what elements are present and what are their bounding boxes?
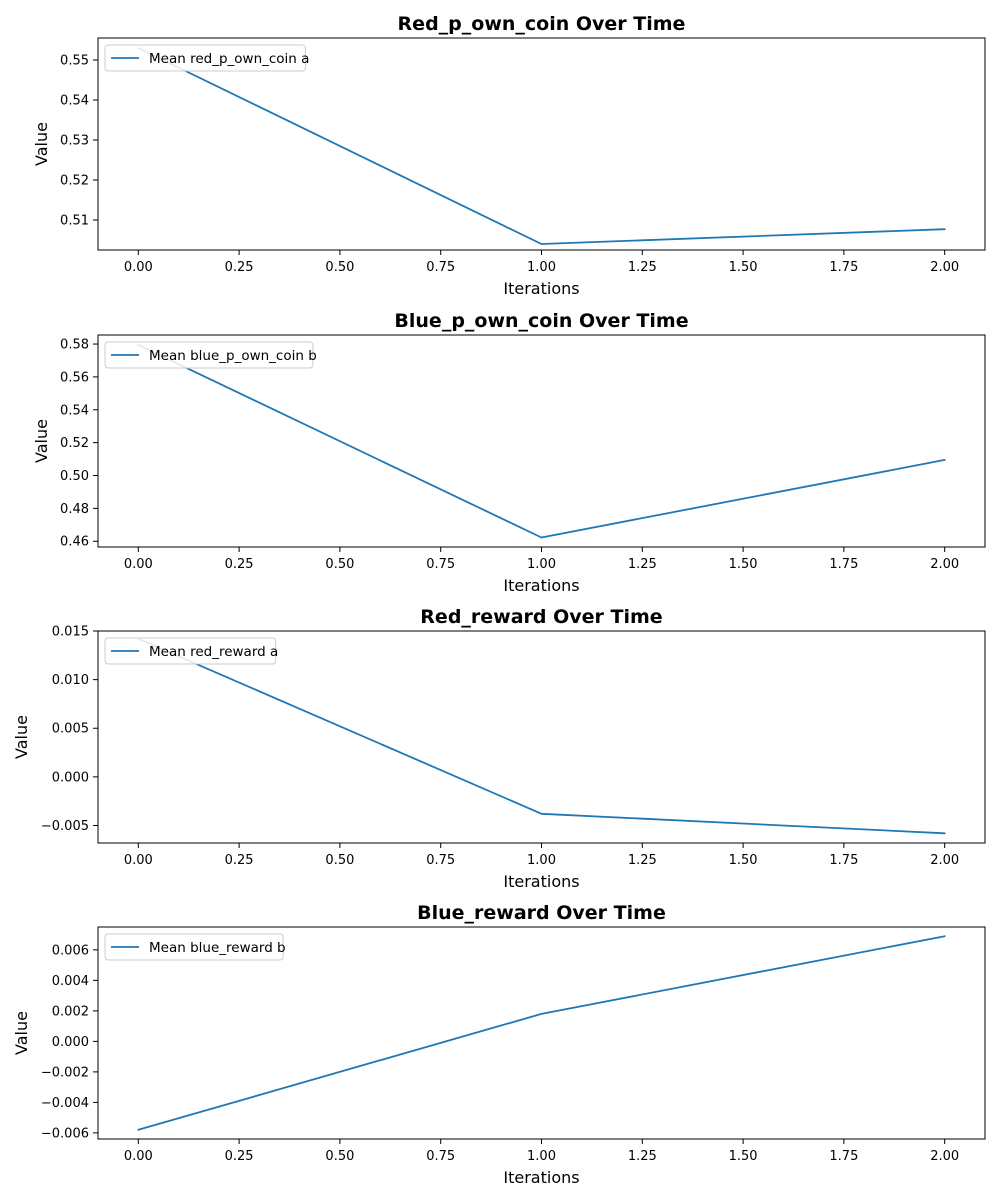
y-tick-label: 0.54 [60, 94, 89, 109]
series-line [137, 637, 946, 835]
legend-label: Mean blue_p_own_coin b [149, 348, 317, 364]
x-tick-label: 0.25 [225, 557, 254, 572]
legend-box [104, 933, 284, 961]
x-tick-label: 1.00 [527, 557, 556, 572]
x-tick-label: 1.00 [527, 853, 556, 868]
x-axis-label: Iterations [503, 872, 579, 891]
y-tick-label: 0.46 [60, 535, 89, 550]
x-tick-label: 0.00 [124, 853, 153, 868]
y-tick-label: 0.48 [60, 502, 89, 517]
chart-panel-2: Blue_p_own_coin Over Time 0.00 0.25 0.50 0.7… [32, 310, 986, 595]
x-tick-label: 0.25 [225, 1149, 254, 1164]
plot-frame [97, 630, 986, 844]
x-tick-label: 1.25 [628, 557, 657, 572]
x-tick-label: 0.50 [325, 853, 354, 868]
x-tick-label: 0.50 [325, 557, 354, 572]
x-tick-label: 0.75 [426, 1149, 455, 1164]
y-tick-label: −0.006 [41, 1126, 89, 1141]
x-tick-label: 1.75 [829, 853, 858, 868]
y-tick-label: 0.54 [60, 403, 89, 418]
plot-frame [97, 926, 986, 1140]
x-tick-label: 1.75 [829, 1149, 858, 1164]
x-tick-label: 0.25 [225, 853, 254, 868]
chart-title: Blue_reward Over Time [417, 902, 666, 924]
x-tick-label: 1.25 [628, 1149, 657, 1164]
legend-label: Mean red_p_own_coin a [149, 51, 309, 67]
y-tick-label: 0.015 [52, 625, 89, 640]
x-tick-label: 1.00 [527, 1149, 556, 1164]
chart-panel-4: Blue_reward Over Time 0.00 0.25 0.50 0.75 1.0… [12, 902, 986, 1187]
chart-panel-3: Red_reward Over Time 0.00 0.25 0.50 0.75 1.00… [12, 606, 986, 891]
x-tick-label: 1.75 [829, 260, 858, 275]
x-tick-label: 0.00 [124, 557, 153, 572]
x-tick-label: 0.50 [325, 260, 354, 275]
y-tick-label: 0.006 [52, 943, 89, 958]
legend-box [104, 637, 277, 665]
legend-box [104, 341, 314, 369]
y-tick-label: 0.50 [60, 469, 89, 484]
x-tick-label: 1.50 [729, 557, 758, 572]
legend-label: Mean blue_reward b [149, 940, 286, 956]
legend: Mean blue_reward b [104, 933, 286, 961]
y-tick-label: −0.002 [41, 1065, 89, 1080]
legend-box [104, 44, 306, 72]
x-tick-label: 1.50 [729, 853, 758, 868]
y-tick-label: 0.52 [60, 174, 89, 189]
y-tick-label: 0.010 [52, 673, 89, 688]
series-line [137, 343, 946, 539]
chart-title: Red_reward Over Time [420, 606, 662, 628]
plot-frame [97, 37, 986, 251]
y-tick-label: 0.55 [60, 54, 89, 69]
y-tick-label: 0.51 [60, 214, 89, 229]
plot-frame [97, 334, 986, 548]
x-tick-label: 1.75 [829, 557, 858, 572]
y-tick-label: 0.52 [60, 436, 89, 451]
x-tick-label: 1.00 [527, 260, 556, 275]
y-tick-label: −0.005 [41, 819, 89, 834]
y-axis-label: Value [12, 715, 31, 759]
y-tick-label: 0.000 [52, 1035, 89, 1050]
x-tick-label: 2.00 [930, 853, 959, 868]
x-tick-label: 2.00 [930, 557, 959, 572]
x-tick-label: 2.00 [930, 260, 959, 275]
y-tick-label: 0.005 [52, 722, 89, 737]
x-tick-label: 0.75 [426, 557, 455, 572]
y-tick-label: −0.004 [41, 1096, 89, 1111]
series-line [137, 935, 946, 1131]
x-axis-label: Iterations [503, 576, 579, 595]
x-tick-label: 1.50 [729, 1149, 758, 1164]
x-tick-label: 0.50 [325, 1149, 354, 1164]
y-tick-label: 0.53 [60, 134, 89, 149]
legend: Mean red_p_own_coin a [104, 44, 309, 72]
y-tick-label: 0.58 [60, 338, 89, 353]
x-axis-label: Iterations [503, 1168, 579, 1187]
x-tick-label: 0.00 [124, 260, 153, 275]
x-tick-label: 1.50 [729, 260, 758, 275]
y-tick-label: 0.002 [52, 1004, 89, 1019]
legend: Mean blue_p_own_coin b [104, 341, 317, 369]
legend: Mean red_reward a [104, 637, 278, 665]
x-tick-label: 0.75 [426, 260, 455, 275]
chart-title: Red_p_own_coin Over Time [398, 13, 686, 35]
x-tick-label: 0.75 [426, 853, 455, 868]
x-axis-label: Iterations [503, 279, 579, 298]
y-tick-label: 0.004 [52, 974, 89, 989]
y-axis-label: Value [12, 1011, 31, 1055]
chart-title: Blue_p_own_coin Over Time [394, 310, 688, 332]
y-axis-label: Value [32, 419, 51, 463]
y-tick-label: 0.000 [52, 770, 89, 785]
x-tick-label: 1.25 [628, 853, 657, 868]
legend-label: Mean red_reward a [149, 644, 278, 660]
y-axis-label: Value [32, 122, 51, 166]
series-line [137, 47, 946, 245]
chart-panel-1: Red_p_own_coin Over Time 0.00 0.25 0.50 0.75… [32, 13, 986, 298]
x-tick-label: 0.00 [124, 1149, 153, 1164]
x-tick-label: 0.25 [225, 260, 254, 275]
x-tick-label: 2.00 [930, 1149, 959, 1164]
x-tick-label: 1.25 [628, 260, 657, 275]
y-tick-label: 0.56 [60, 370, 89, 385]
